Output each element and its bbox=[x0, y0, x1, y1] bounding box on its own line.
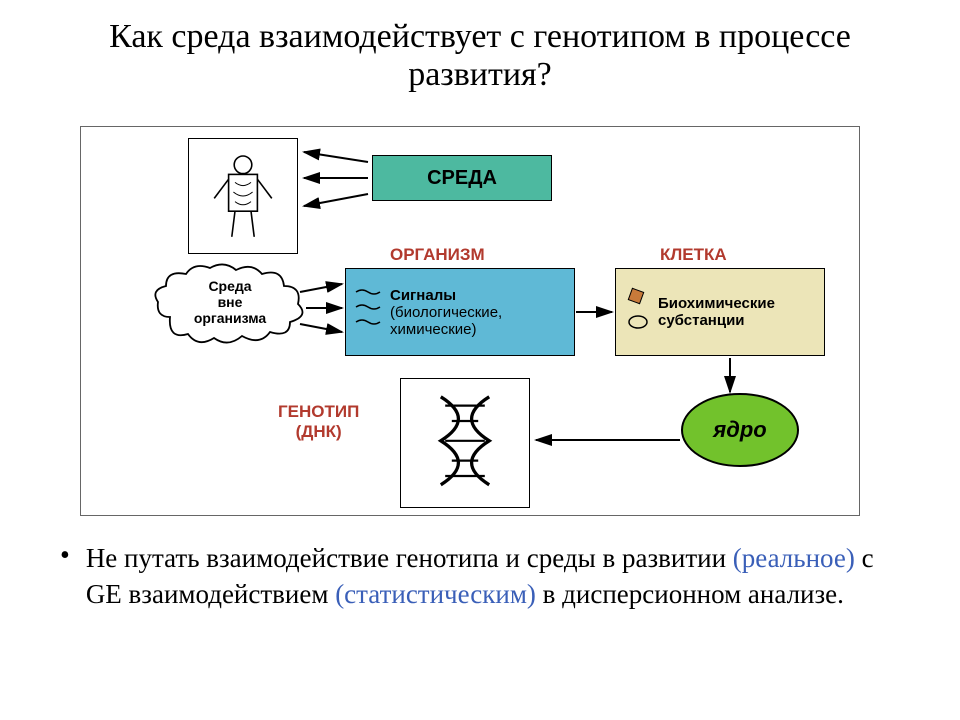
external-environment-cloud: Среда вне организма bbox=[150, 262, 310, 348]
dna-figure bbox=[400, 378, 530, 508]
signals-line1: Сигналы bbox=[390, 287, 566, 304]
bio-line2: субстанции bbox=[658, 312, 816, 329]
organism-label: ОРГАНИЗМ bbox=[390, 245, 485, 265]
signals-box: Сигналы (биологические, химические) bbox=[345, 268, 575, 356]
title-text: Как среда взаимодействует с генотипом в … bbox=[109, 18, 851, 93]
wave-icon bbox=[354, 282, 384, 342]
person-icon bbox=[203, 146, 283, 246]
biochemical-box: Биохимические субстанции bbox=[615, 268, 825, 356]
genotype-label: ГЕНОТИП (ДНК) bbox=[278, 402, 359, 442]
person-figure bbox=[188, 138, 298, 254]
bullet-dot-icon: • bbox=[60, 540, 70, 613]
environment-label: СРЕДА bbox=[427, 167, 497, 190]
environment-box: СРЕДА bbox=[372, 155, 552, 201]
substance-icon bbox=[624, 284, 652, 340]
bio-line1: Биохимические bbox=[658, 295, 816, 312]
signals-line3: химические) bbox=[390, 321, 566, 338]
slide-title: Как среда взаимодействует с генотипом в … bbox=[0, 0, 960, 104]
bullet-text: Не путать взаимодействие генотипа и сред… bbox=[86, 540, 900, 613]
nucleus-ellipse: ядро bbox=[670, 385, 810, 475]
nucleus-label: ядро bbox=[713, 417, 766, 443]
cloud-line3: организма bbox=[150, 310, 310, 326]
signals-line2: (биологические, bbox=[390, 304, 566, 321]
bullet-area: • Не путать взаимодействие генотипа и ср… bbox=[60, 540, 900, 613]
dna-icon bbox=[410, 388, 520, 498]
cloud-line1: Среда bbox=[150, 278, 310, 294]
cell-label: КЛЕТКА bbox=[660, 245, 727, 265]
cloud-line2: вне bbox=[150, 294, 310, 310]
